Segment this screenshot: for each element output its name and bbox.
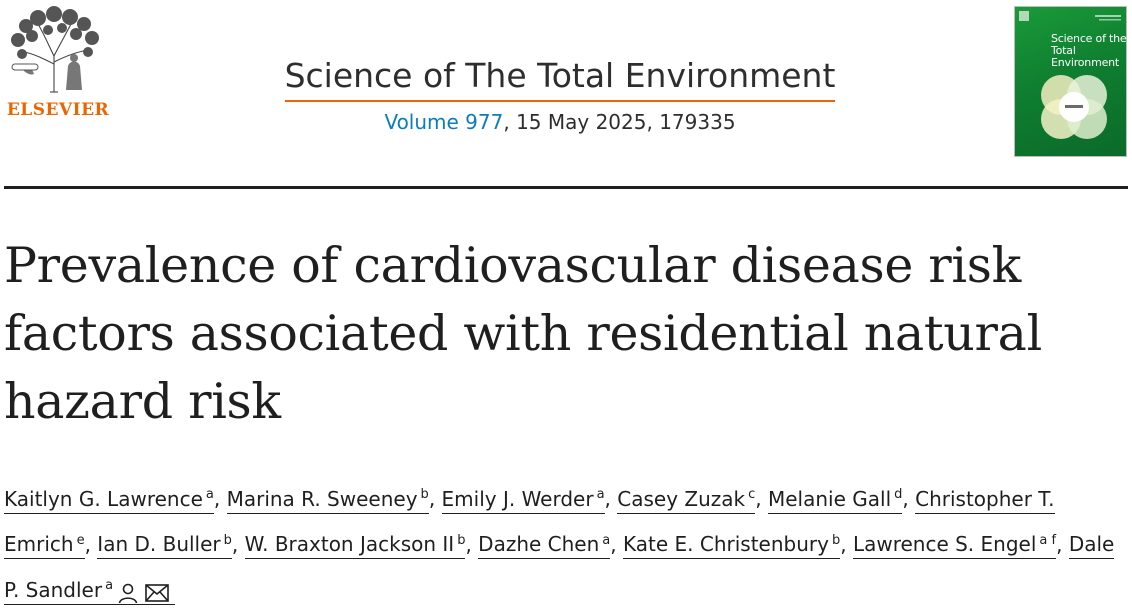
author-separator: , — [428, 486, 442, 511]
issue-info: Volume 977, 15 May 2025, 179335 — [200, 110, 920, 134]
affiliation-marker: d — [894, 487, 903, 502]
author-name: W. Braxton Jackson II — [244, 532, 455, 557]
affiliation-marker: b — [223, 532, 232, 548]
author-link[interactable]: Ian D. Buller b — [97, 532, 232, 560]
author-separator: , — [604, 486, 618, 511]
author-link[interactable]: Lawrence S. Engel a f — [852, 532, 1057, 560]
cover-title-line2: Total Environment — [1051, 44, 1120, 69]
journal-cover-thumbnail[interactable]: Science of the Total Environment — [1014, 6, 1127, 157]
author-link[interactable]: Dale P. Sandler a — [4, 532, 1115, 605]
affiliation-marker: a — [105, 578, 114, 594]
author-name: Kate E. Christenbury — [622, 532, 829, 557]
author-separator: , — [840, 532, 853, 557]
author-name: Lawrence S. Engel — [852, 532, 1037, 557]
cover-title-line1: Science of the — [1051, 32, 1127, 45]
volume-link[interactable]: Volume 977 — [384, 110, 504, 134]
author-link[interactable]: W. Braxton Jackson II b — [244, 532, 466, 560]
author-separator: , — [213, 486, 227, 511]
cover-title: Science of the Total Environment — [1051, 32, 1127, 69]
affiliation-marker: e — [76, 532, 85, 548]
affiliation-marker: b — [831, 532, 841, 548]
author-name: Marina R. Sweeney — [226, 486, 418, 511]
author-name: Kaitlyn G. Lawrence — [4, 486, 203, 511]
issue-date-number: , 15 May 2025, 179335 — [503, 110, 736, 134]
elsevier-wordmark: ELSEVIER — [6, 100, 110, 120]
author-link[interactable]: Kate E. Christenbury b — [622, 532, 841, 560]
author-name: Casey Zuzak — [617, 486, 746, 511]
author-name: Ian D. Buller — [97, 532, 221, 557]
author-link[interactable]: Christopher T. Emrich e — [4, 486, 1055, 560]
author-name: Christopher T. Emrich — [4, 486, 1055, 557]
author-separator: , — [902, 486, 916, 511]
author-link[interactable]: Marina R. Sweeney b — [226, 486, 429, 514]
author-name: Melanie Gall — [768, 486, 892, 511]
author-link[interactable]: Melanie Gall d — [768, 486, 903, 514]
header-divider — [4, 186, 1128, 189]
author-name: Dale P. Sandler — [4, 532, 1115, 602]
affiliation-marker: a — [602, 532, 611, 548]
author-separator: , — [1056, 532, 1069, 557]
journal-header: Science of The Total Environment Volume … — [200, 56, 920, 134]
author-name: Emily J. Werder — [441, 486, 594, 511]
elsevier-tree-icon — [11, 6, 99, 93]
author-separator: , — [465, 532, 479, 557]
affiliation-marker: a f — [1039, 532, 1057, 548]
envelope-icon[interactable] — [145, 579, 175, 603]
author-name: Dazhe Chen — [478, 532, 600, 557]
person-icon[interactable] — [117, 579, 145, 604]
journal-title-link[interactable]: Science of The Total Environment — [284, 56, 836, 102]
author-contact-icons — [117, 570, 175, 612]
affiliation-marker: b — [420, 487, 429, 502]
author-separator: , — [231, 532, 245, 557]
author-separator: , — [755, 486, 768, 511]
author-link[interactable]: Kaitlyn G. Lawrence a — [4, 486, 214, 514]
author-list: Kaitlyn G. Lawrence a, Marina R. Sweeney b… — [4, 474, 1124, 612]
author-link[interactable]: Dazhe Chen a — [478, 532, 611, 560]
elsevier-logo[interactable]: ELSEVIER — [4, 4, 109, 120]
author-separator: , — [610, 532, 623, 557]
author-link[interactable]: Casey Zuzak c — [617, 486, 756, 514]
affiliation-marker: a — [596, 487, 605, 502]
author-separator: , — [84, 532, 98, 557]
article-title: Prevalence of cardiovascular disease ris… — [4, 237, 1042, 430]
cover-artwork-icon — [1019, 11, 1121, 139]
author-link[interactable]: Emily J. Werder a — [441, 486, 605, 514]
affiliation-marker: c — [748, 487, 756, 502]
affiliation-marker: a — [205, 487, 214, 502]
affiliation-marker: b — [457, 532, 466, 548]
